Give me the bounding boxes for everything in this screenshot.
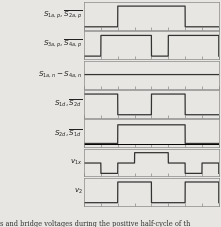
Text: $S_{2d}, \overline{S_{1d}}$: $S_{2d}, \overline{S_{1d}}$ [54, 126, 83, 138]
Text: s and bridge voltages during the positive half-cycle of th: s and bridge voltages during the positiv… [0, 219, 190, 227]
Text: $S_{3a,p}, \overline{S_{4a,p}}$: $S_{3a,p}, \overline{S_{4a,p}}$ [43, 38, 83, 51]
Text: $v_{1x}$: $v_{1x}$ [70, 157, 83, 166]
Text: $S_{1a,p}, \overline{S_{2a,p}}$: $S_{1a,p}, \overline{S_{2a,p}}$ [43, 9, 83, 22]
Text: $S_{1a,n} - S_{4a,n}$: $S_{1a,n} - S_{4a,n}$ [38, 69, 83, 79]
Text: $S_{1d}, \overline{S_{2d}}$: $S_{1d}, \overline{S_{2d}}$ [54, 97, 83, 109]
Text: $v_2$: $v_2$ [74, 186, 83, 195]
